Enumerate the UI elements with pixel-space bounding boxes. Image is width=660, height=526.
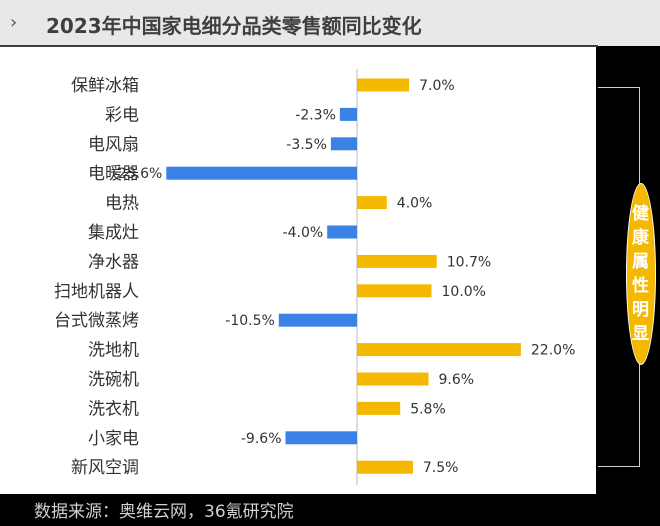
chevron-right-icon: › [10, 12, 18, 33]
bar [357, 460, 413, 474]
category-label: 洗地机 [88, 341, 139, 361]
data-label: -3.5% [286, 137, 327, 153]
category-label: 洗衣机 [88, 399, 139, 419]
data-label: 22.0% [531, 343, 575, 359]
data-label: 10.7% [447, 254, 491, 270]
data-label: -10.5% [225, 313, 275, 329]
bar [339, 107, 357, 121]
category-label: 电风扇 [88, 135, 139, 155]
bar [357, 284, 432, 298]
bracket-bottom [598, 466, 640, 467]
data-label: 7.0% [419, 78, 455, 94]
data-label: 7.5% [423, 460, 459, 476]
data-label: 9.6% [439, 372, 475, 388]
category-label: 保鲜冰箱 [71, 76, 139, 96]
data-label: 4.0% [397, 196, 433, 212]
category-label: 台式微蒸烤 [54, 311, 139, 331]
category-label: 集成灶 [88, 223, 139, 243]
category-label: 小家电 [88, 429, 139, 449]
bar [330, 137, 357, 151]
category-label: 扫地机器人 [54, 282, 139, 302]
chart-panel: 保鲜冰箱 7.0% 彩电 -2.3% 电风扇 -3.5% 电暖器 -25.6% 电热 4.0% 集成… [0, 47, 596, 494]
bar [285, 431, 357, 445]
data-label: -25.6% [113, 166, 163, 182]
data-label: 5.8% [410, 401, 446, 417]
title-underline [0, 45, 598, 47]
category-label: 净水器 [88, 252, 139, 272]
bar-chart: 保鲜冰箱 7.0% 彩电 -2.3% 电风扇 -3.5% 电暖器-25.6% 电热 4.0% 集成… [54, 69, 575, 485]
category-label: 彩电 [105, 105, 139, 125]
bar [357, 343, 521, 357]
data-label: -9.6% [241, 431, 282, 447]
title-bar: › 2023年中国家电细分品类零售额同比变化 [0, 0, 660, 46]
category-label: 洗碗机 [88, 370, 139, 390]
bar [327, 225, 357, 239]
bar [357, 78, 410, 92]
source-note: 数据来源：奥维云网，36氪研究院 [34, 502, 294, 522]
category-label: 电暖器 [88, 164, 139, 184]
data-label: -2.3% [295, 107, 336, 123]
bar [166, 166, 357, 180]
bar [278, 313, 357, 327]
page-title: 2023年中国家电细分品类零售额同比变化 [46, 14, 422, 38]
bracket-top [598, 87, 640, 88]
bar [357, 254, 437, 268]
data-label: 10.0% [442, 284, 486, 300]
bar [357, 196, 387, 210]
bar [357, 401, 401, 415]
annotation-oval: 健康属性明显 [626, 183, 656, 365]
category-label: 新风空调 [71, 458, 139, 478]
category-label: 电热 [105, 194, 139, 214]
data-label: -4.0% [283, 225, 324, 241]
bar [357, 372, 429, 386]
annotation-text: 健康属性明显 [632, 204, 649, 344]
